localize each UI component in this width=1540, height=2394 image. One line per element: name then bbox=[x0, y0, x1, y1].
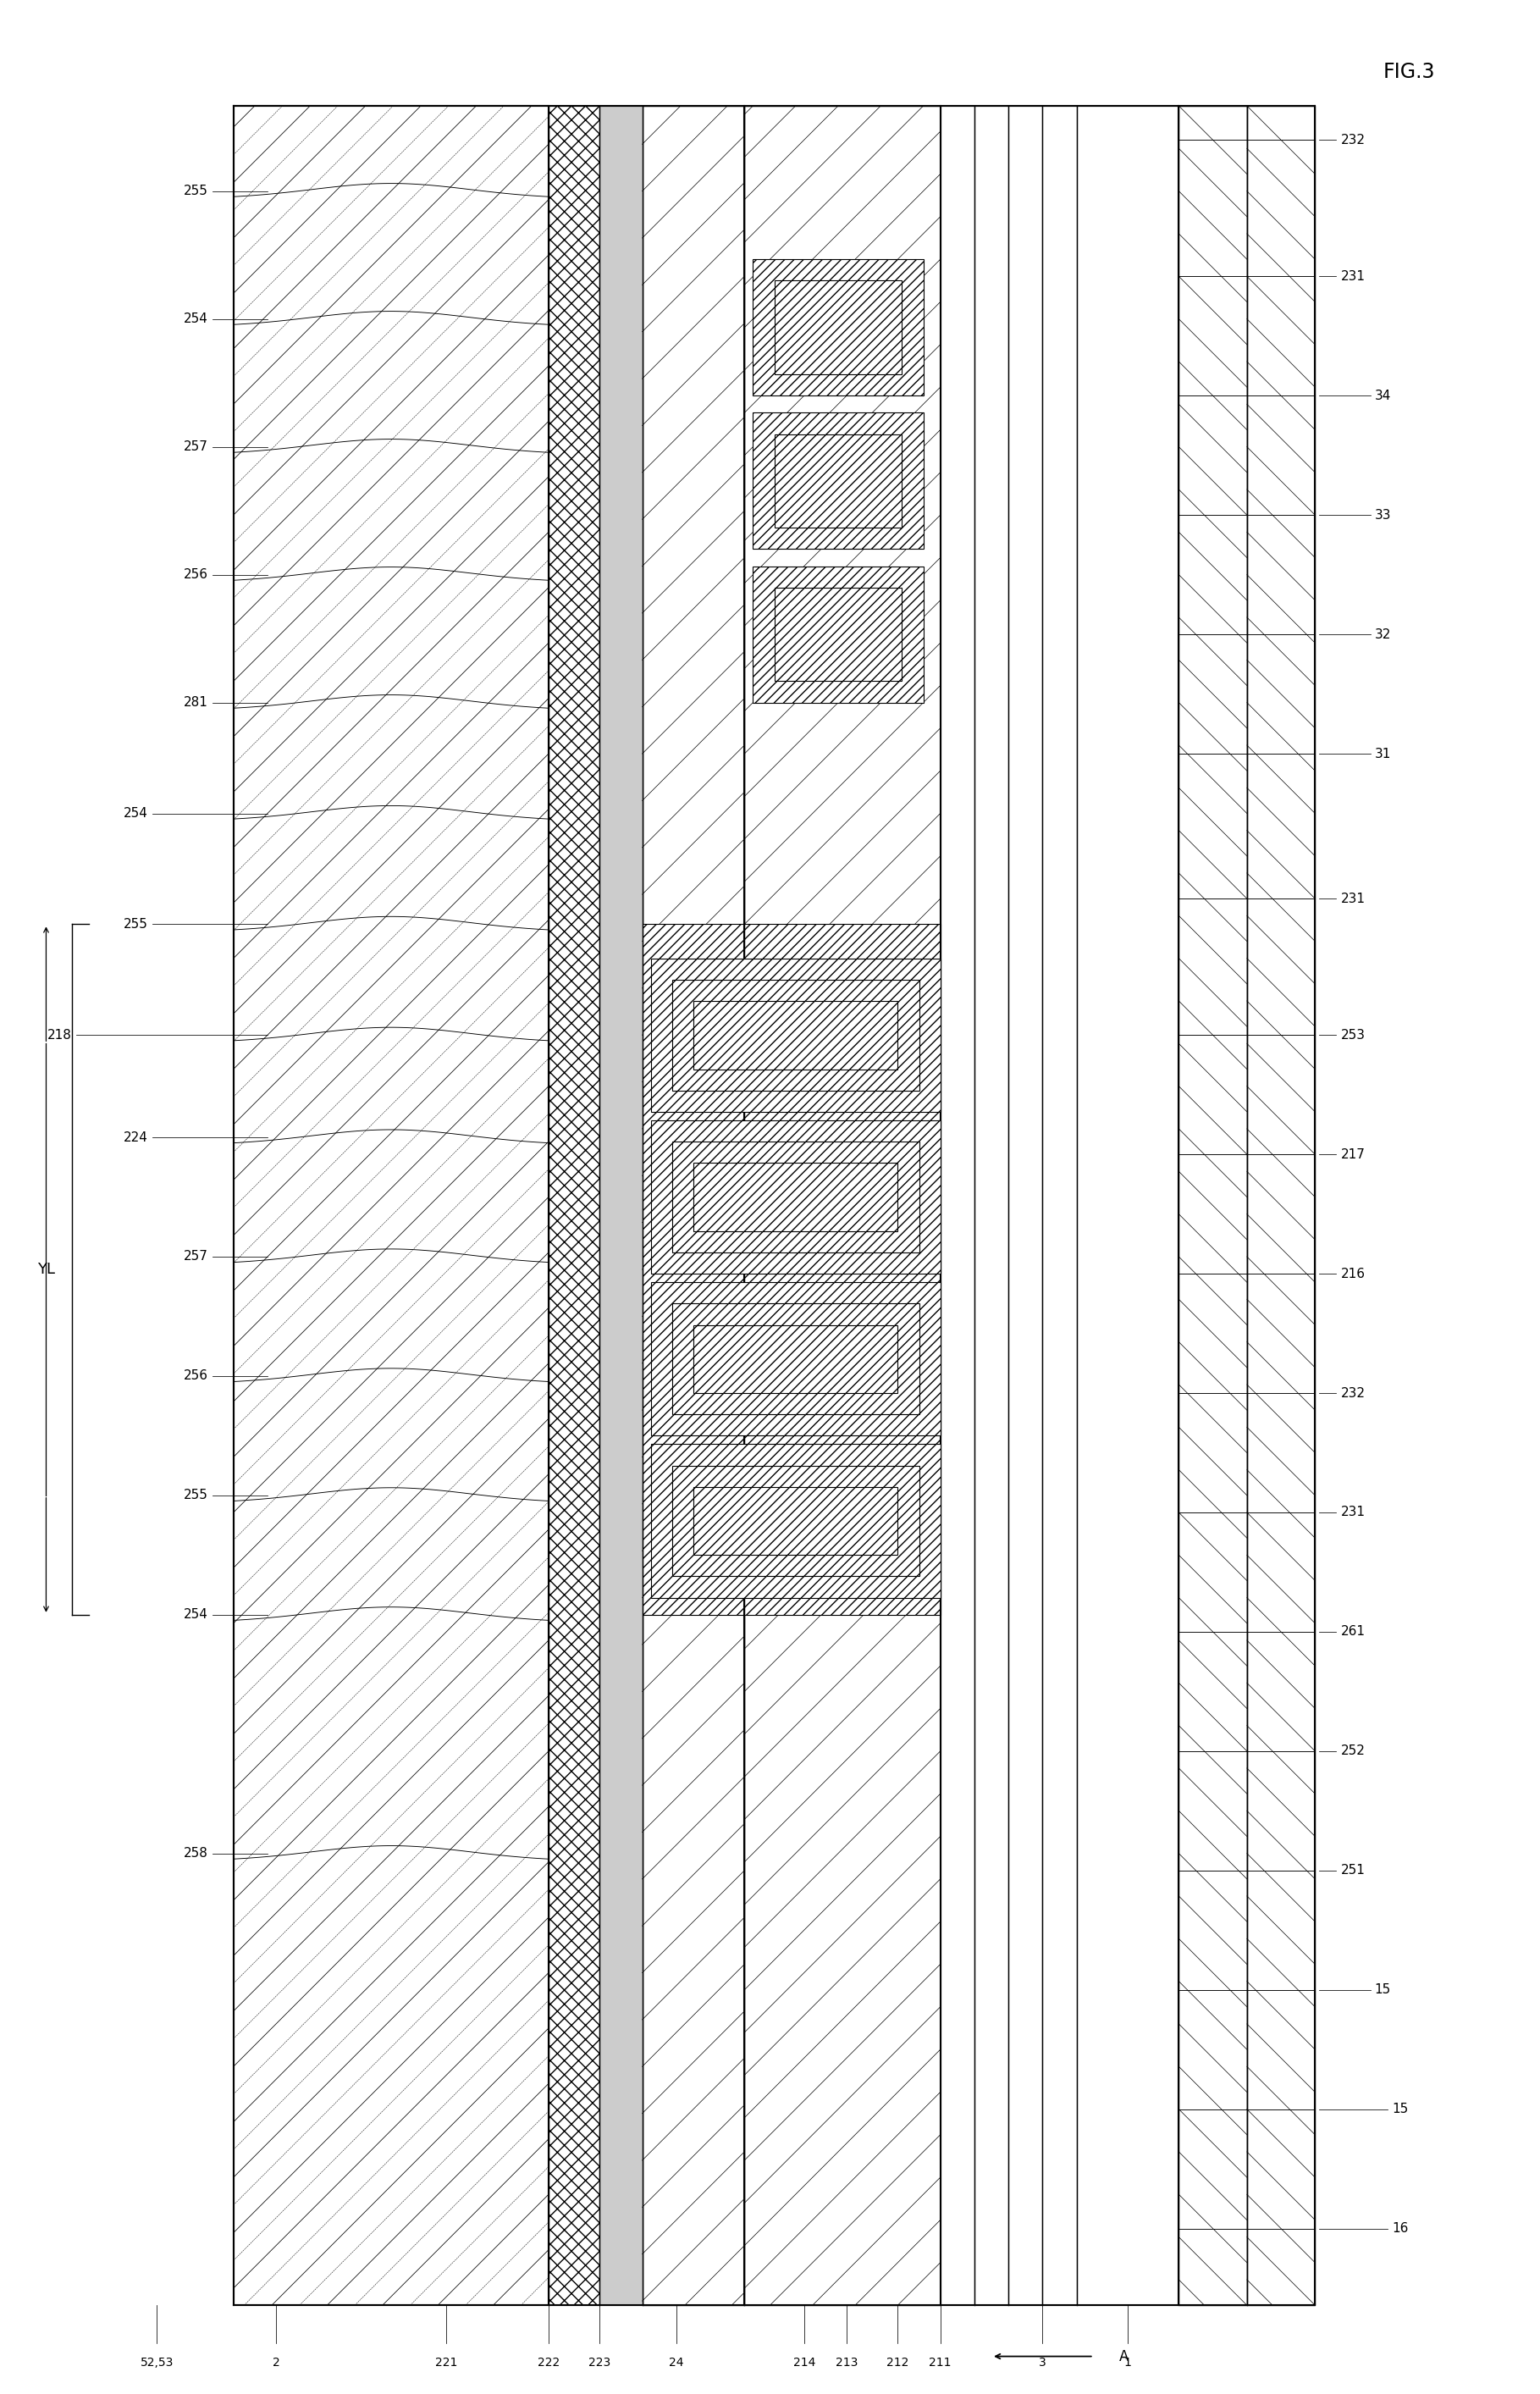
Text: 217: 217 bbox=[1341, 1149, 1364, 1161]
Bar bbox=[693, 1001, 898, 1070]
Text: 3: 3 bbox=[1040, 2356, 1046, 2368]
Text: 254: 254 bbox=[183, 314, 208, 326]
Bar bbox=[234, 105, 548, 2305]
Bar bbox=[548, 105, 599, 2305]
Bar bbox=[651, 1283, 941, 1436]
Bar bbox=[599, 105, 642, 2305]
Bar bbox=[642, 924, 941, 1614]
Text: 15: 15 bbox=[1392, 2102, 1408, 2116]
Text: 222: 222 bbox=[537, 2356, 559, 2368]
Text: 257: 257 bbox=[183, 440, 208, 452]
Text: 257: 257 bbox=[183, 1250, 208, 1264]
Text: 251: 251 bbox=[1341, 1865, 1364, 1877]
Bar bbox=[1247, 105, 1315, 2305]
Text: 281: 281 bbox=[183, 697, 208, 709]
Text: 211: 211 bbox=[929, 2356, 952, 2368]
Bar bbox=[753, 412, 924, 548]
Text: 253: 253 bbox=[1341, 1029, 1364, 1041]
Text: 2: 2 bbox=[273, 2356, 280, 2368]
Text: 255: 255 bbox=[183, 1489, 208, 1501]
Bar bbox=[941, 105, 975, 2305]
Bar bbox=[693, 1324, 898, 1393]
Bar bbox=[651, 958, 941, 1111]
Bar bbox=[775, 433, 902, 527]
Text: YL: YL bbox=[37, 1262, 55, 1276]
Text: 231: 231 bbox=[1341, 893, 1364, 905]
Bar bbox=[651, 1120, 941, 1274]
Text: 255: 255 bbox=[123, 917, 148, 931]
Bar bbox=[1043, 105, 1076, 2305]
Bar bbox=[1009, 105, 1043, 2305]
Text: FIG.3: FIG.3 bbox=[1383, 62, 1435, 81]
Text: 214: 214 bbox=[793, 2356, 815, 2368]
Bar bbox=[642, 105, 744, 2305]
Bar bbox=[775, 587, 902, 682]
Text: 33: 33 bbox=[1375, 508, 1391, 522]
Bar bbox=[671, 1142, 919, 1252]
Text: 212: 212 bbox=[887, 2356, 909, 2368]
Bar bbox=[1178, 105, 1247, 2305]
Text: 1: 1 bbox=[1124, 2356, 1132, 2368]
Bar bbox=[975, 105, 1009, 2305]
Bar bbox=[1076, 105, 1178, 2305]
Text: 224: 224 bbox=[123, 1130, 148, 1144]
Text: 218: 218 bbox=[48, 1029, 72, 1041]
Text: 216: 216 bbox=[1341, 1266, 1364, 1281]
Bar bbox=[671, 1305, 919, 1415]
Text: 16: 16 bbox=[1392, 2222, 1408, 2236]
Bar bbox=[744, 105, 941, 2305]
Bar bbox=[651, 1444, 941, 1597]
Bar bbox=[693, 1163, 898, 1231]
Text: 24: 24 bbox=[668, 2356, 684, 2368]
Text: 252: 252 bbox=[1341, 1745, 1364, 1757]
Text: 223: 223 bbox=[588, 2356, 611, 2368]
Text: 231: 231 bbox=[1341, 1506, 1364, 1518]
Text: 231: 231 bbox=[1341, 271, 1364, 282]
Text: 258: 258 bbox=[183, 1848, 208, 1860]
Text: 213: 213 bbox=[836, 2356, 858, 2368]
Bar bbox=[671, 979, 919, 1089]
Bar bbox=[693, 1487, 898, 1556]
Text: 255: 255 bbox=[183, 184, 208, 196]
Text: 15: 15 bbox=[1375, 1985, 1391, 1997]
Bar bbox=[753, 259, 924, 395]
Text: 34: 34 bbox=[1375, 390, 1391, 402]
Bar bbox=[753, 565, 924, 701]
Text: 32: 32 bbox=[1375, 627, 1391, 642]
Text: 52,53: 52,53 bbox=[140, 2356, 174, 2368]
Text: 31: 31 bbox=[1375, 747, 1391, 759]
Text: 256: 256 bbox=[183, 1369, 208, 1381]
Bar bbox=[775, 280, 902, 373]
Text: A: A bbox=[1120, 2349, 1129, 2363]
Text: 232: 232 bbox=[1341, 1386, 1364, 1400]
Bar bbox=[671, 1465, 919, 1575]
Text: 254: 254 bbox=[183, 1609, 208, 1621]
Text: 221: 221 bbox=[436, 2356, 457, 2368]
Text: 261: 261 bbox=[1341, 1626, 1364, 1637]
Text: 232: 232 bbox=[1341, 134, 1364, 146]
Text: 254: 254 bbox=[123, 807, 148, 819]
Text: 256: 256 bbox=[183, 567, 208, 582]
